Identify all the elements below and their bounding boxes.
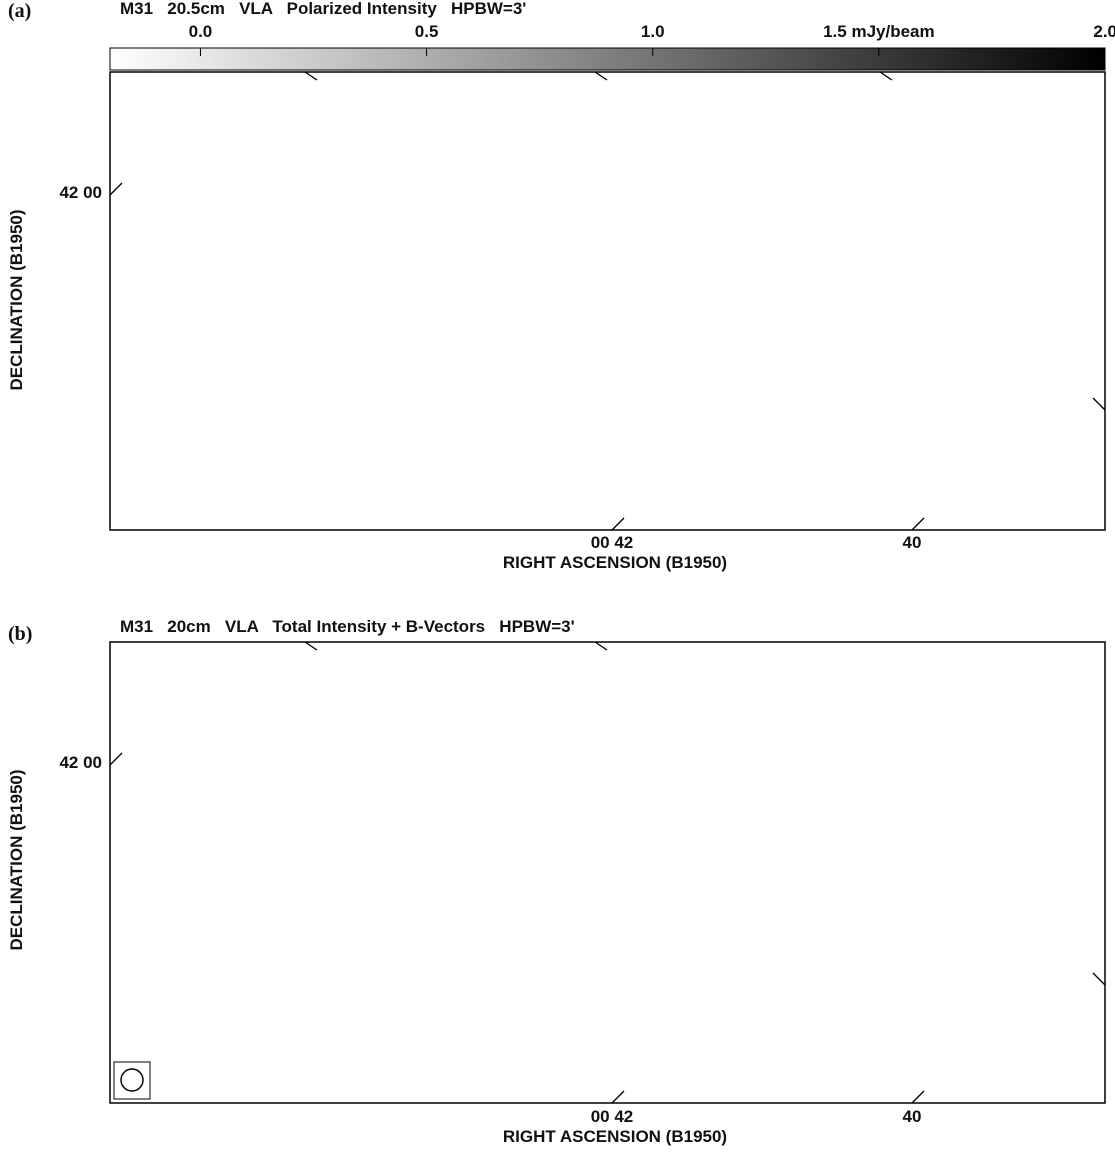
beam [120, 1068, 144, 1092]
x-tick-label: 00 42 [591, 1107, 634, 1126]
x-axis-label: RIGHT ASCENSION (B1950) [503, 553, 727, 572]
panel-letter: (b) [8, 623, 32, 645]
colorbar-tick-label: 0.5 [415, 22, 439, 41]
colorbar-tick-label: 1.5 mJy/beam [823, 22, 935, 41]
x-tick-label: 40 [903, 1107, 922, 1126]
colorbar-tick-label: 0.0 [189, 22, 213, 41]
y-axis-label: DECLINATION (B1950) [7, 209, 26, 390]
colorbar [109, 47, 1106, 71]
y-axis-label: DECLINATION (B1950) [7, 769, 26, 950]
panel-title: M31 20cm VLA Total Intensity + B-Vectors… [120, 617, 575, 636]
y-tick-label: 42 00 [59, 753, 102, 772]
panel-title: M31 20.5cm VLA Polarized Intensity HPBW=… [120, 0, 526, 18]
y-tick-label: 42 00 [59, 183, 102, 202]
beam-box [113, 1061, 151, 1100]
x-tick-label: 40 [903, 533, 922, 552]
x-axis-label: RIGHT ASCENSION (B1950) [503, 1127, 727, 1146]
colorbar-tick-label: 1.0 [641, 22, 665, 41]
frame [109, 71, 1106, 531]
frame [109, 641, 1106, 1104]
frame-ticks [109, 71, 1106, 1104]
colorbar-tick-label: 2.0 [1093, 22, 1115, 41]
panel-letter: (a) [8, 0, 31, 22]
x-tick-label: 00 42 [591, 533, 634, 552]
colorbar-ticks: 0.0 0.5 1.0 1.5 mJy/beam 2.0 [189, 22, 1115, 56]
